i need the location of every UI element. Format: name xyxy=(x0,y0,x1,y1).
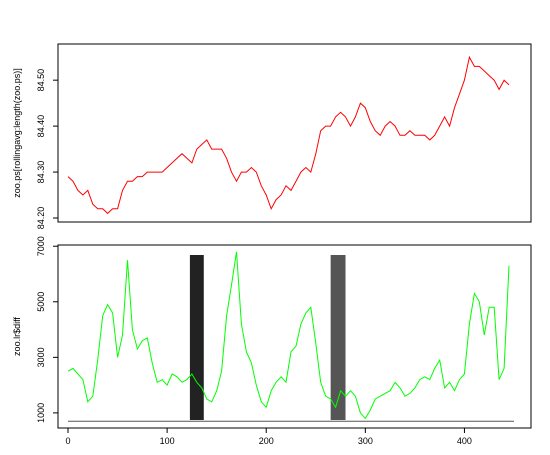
y-tick-label: 84.20 xyxy=(36,207,46,230)
plot-frame xyxy=(57,244,532,429)
shaded-range-1 xyxy=(189,255,204,420)
x-tick-label: 400 xyxy=(457,436,472,446)
x-tick-label: 200 xyxy=(259,436,274,446)
x-tick-label: 0 xyxy=(65,436,70,446)
y-tick-label: 1000 xyxy=(36,403,46,423)
x-tick-label: 100 xyxy=(160,436,175,446)
series-line-1 xyxy=(67,251,510,420)
y-axis-label: zoo.ps[rollingavg:length(zoo.ps)] xyxy=(12,68,22,198)
y-axis-label: zoo.lr$diff xyxy=(12,317,22,356)
top-panel: 84.20 84.30 84.40 84.50 zoo.ps[rollingavg:le… xyxy=(12,43,532,230)
y-tick-label: 84.30 xyxy=(36,161,46,184)
y-tick-label: 3000 xyxy=(36,347,46,367)
plot-frame xyxy=(57,43,532,223)
y-tick-label: 84.40 xyxy=(36,115,46,138)
y-tick-label: 84.50 xyxy=(36,69,46,92)
shaded-range-2 xyxy=(330,255,346,420)
y-tick-label: 7000 xyxy=(36,236,46,256)
y-tick-label: 5000 xyxy=(36,292,46,312)
series-line-1 xyxy=(67,55,510,215)
x-tick-label: 300 xyxy=(358,436,373,446)
bottom-panel: 1000 3000 5000 7000 zoo.lr$diff 0 100 200 300 400 xyxy=(12,236,532,446)
